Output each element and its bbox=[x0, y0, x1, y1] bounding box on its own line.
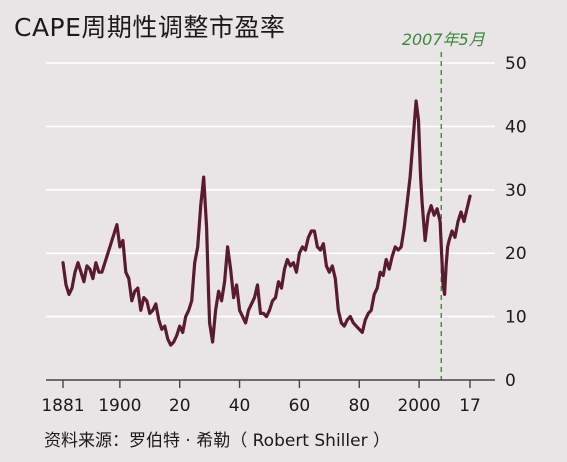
y-tick-label: 30 bbox=[505, 181, 527, 201]
y-axis: 0 10 20 30 40 50 bbox=[46, 54, 527, 391]
series-group bbox=[61, 99, 472, 347]
x-tick-label: 40 bbox=[229, 396, 251, 416]
x-tick-label: 17 bbox=[459, 396, 481, 416]
x-tick-label: 1900 bbox=[98, 396, 141, 416]
source-note: 资料来源：罗伯特 · 希勒（ Robert Shiller ） bbox=[44, 431, 390, 451]
y-tick-label: 10 bbox=[505, 308, 527, 328]
x-axis: 1881 1900 20 40 60 80 2000 17 bbox=[41, 380, 481, 416]
x-tick-label: 80 bbox=[348, 396, 370, 416]
series-line-0 bbox=[61, 99, 472, 347]
x-tick-label: 1881 bbox=[41, 396, 84, 416]
chart-title: CAPE周期性调整市盈率 bbox=[14, 13, 286, 42]
may-2007-annotation: 2007年5月 bbox=[402, 30, 486, 380]
gridlines bbox=[46, 62, 495, 318]
annotation-label: 2007年5月 bbox=[402, 30, 486, 49]
x-tick-label: 20 bbox=[169, 396, 191, 416]
x-tick-label: 2000 bbox=[397, 396, 440, 416]
y-tick-label: 40 bbox=[505, 117, 527, 137]
y-tick-label: 0 bbox=[505, 371, 516, 391]
y-tick-label: 20 bbox=[505, 244, 527, 264]
x-tick-label: 60 bbox=[289, 396, 311, 416]
y-tick-label: 50 bbox=[505, 54, 527, 74]
